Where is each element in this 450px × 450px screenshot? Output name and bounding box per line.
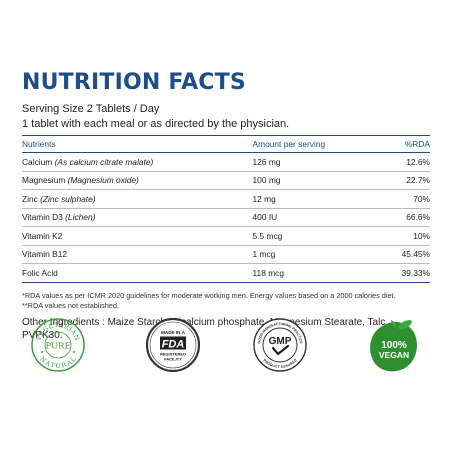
leaf-icon <box>391 320 396 328</box>
nutrient-rda: 22.7% <box>354 171 430 190</box>
nutrient-source: (Magnesium oxide) <box>67 175 139 186</box>
table-row: Vitamin D3 (Lichen) 400 IU 66.6% <box>22 208 430 227</box>
nutrient-rda: 12.6% <box>354 152 430 172</box>
nutrient-name: Vitamin D3 <box>22 212 63 223</box>
nutrient-rda: 66.6% <box>354 208 430 227</box>
fda-logo-block <box>160 336 186 350</box>
nutrient-source: (Lichen) <box>65 212 96 223</box>
nutrient-source: (As calcium citrate malate) <box>54 156 154 167</box>
nutrient-name: Vitamin K2 <box>22 230 63 241</box>
fda-badge: MADE IN A FDA REGISTERED FACILITY <box>146 318 200 372</box>
nutrient-rda: 70% <box>354 189 430 209</box>
nutrient-name-cell: Calcium (As calcium citrate malate) <box>22 152 217 172</box>
nutrition-table: Nutrients Amount per serving %RDA Calciu… <box>22 136 430 283</box>
nutrition-panel: NUTRITION FACTS Serving Size 2 Tablets /… <box>22 70 430 342</box>
nutrient-amount: 12 mg <box>216 189 355 209</box>
fda-line2: REGISTERED <box>160 352 186 357</box>
star-icon <box>73 351 75 353</box>
fda-line3: FACILITY <box>164 357 182 362</box>
nutrient-name: Folic Acid <box>22 267 58 278</box>
nutrient-name-cell: Magnesium (Magnesium oxide) <box>22 171 217 190</box>
nutrient-name-cell: Vitamin K2 <box>22 226 217 246</box>
title-divider <box>22 135 430 136</box>
nutrient-name-cell: Vitamin D3 (Lichen) <box>22 208 217 227</box>
gmp-badge: GOOD MANUFACTURING PRACTICE PRODUCT ASSU… <box>253 318 307 372</box>
nutrient-amount: 100 mg <box>216 171 355 190</box>
vegan-line1: 100% <box>381 340 407 351</box>
nutrient-name: Magnesium <box>22 175 66 186</box>
table-row: Magnesium (Magnesium oxide) 100 mg 22.7% <box>22 171 430 190</box>
header-rda: %RDA <box>354 136 430 153</box>
nutrient-amount: 1 mcg <box>216 245 355 264</box>
nutrient-name: Calcium <box>22 156 53 167</box>
fda-logo-text: FDA <box>162 339 185 351</box>
table-row: Vitamin K2 5.5 mcg 10% <box>22 226 430 246</box>
vegan-line2: VEGAN <box>379 350 409 360</box>
nutrient-name: Zinc <box>22 193 38 204</box>
star-icon <box>41 351 43 353</box>
table-row: Vitamin B12 1 mcg 45.45% <box>22 245 430 264</box>
table-header-row: Nutrients Amount per serving %RDA <box>22 136 430 153</box>
gmp-logo-text: GMP <box>269 336 292 347</box>
nutrient-rda: 45.45% <box>354 245 430 264</box>
certification-badges: VEGETARIAN NATURAL PURE MADE IN A FDA RE… <box>0 318 450 378</box>
header-nutrients: Nutrients <box>22 136 217 153</box>
nutrient-amount: 400 IU <box>216 208 355 227</box>
footnotes: *RDA values as per ICMR 2020 guidelines … <box>22 291 430 312</box>
nutrient-name-cell: Zinc (Zinc sulphate) <box>22 189 217 209</box>
rda-footnote: *RDA values as per ICMR 2020 guidelines … <box>22 290 396 300</box>
check-icon <box>271 344 290 356</box>
table-row: Calcium (As calcium citrate malate) 126 m… <box>22 152 430 172</box>
table-row: Zinc (Zinc sulphate) 12 mg 70% <box>22 189 430 209</box>
vegetarian-badge: VEGETARIAN NATURAL PURE <box>31 318 85 372</box>
nutrient-amount: 118 mcg <box>216 263 355 283</box>
vegan-badge: 100% VEGAN <box>370 320 417 372</box>
nutrient-name-cell: Folic Acid <box>22 263 217 283</box>
nutrient-name: Vitamin B12 <box>22 249 68 260</box>
nutrient-rda: 10% <box>354 226 430 246</box>
page-title: NUTRITION FACTS <box>22 70 246 95</box>
directions: 1 tablet with each meal or as directed b… <box>22 118 290 130</box>
other-ingredients: Other Ingredients : Maize Starch, Dicalc… <box>22 316 389 341</box>
not-established-footnote: **RDA values not established. <box>22 301 119 310</box>
nutrient-amount: 5.5 mcg <box>216 226 355 246</box>
nutrient-amount: 126 mg <box>216 152 355 172</box>
vegan-seal <box>370 321 417 372</box>
fda-line1: MADE IN A <box>161 330 186 335</box>
header-amount: Amount per serving <box>216 136 355 153</box>
nutrient-name-cell: Vitamin B12 <box>22 245 217 264</box>
serving-size: Serving Size 2 Tablets / Day <box>22 103 160 115</box>
table-row: Folic Acid 118 mcg 39.33% <box>22 263 430 283</box>
nutrient-source: (Zinc sulphate) <box>40 193 96 204</box>
vegetarian-center-text: PURE <box>45 342 70 352</box>
leaf-icon <box>398 320 412 330</box>
nutrient-rda: 39.33% <box>354 263 430 283</box>
